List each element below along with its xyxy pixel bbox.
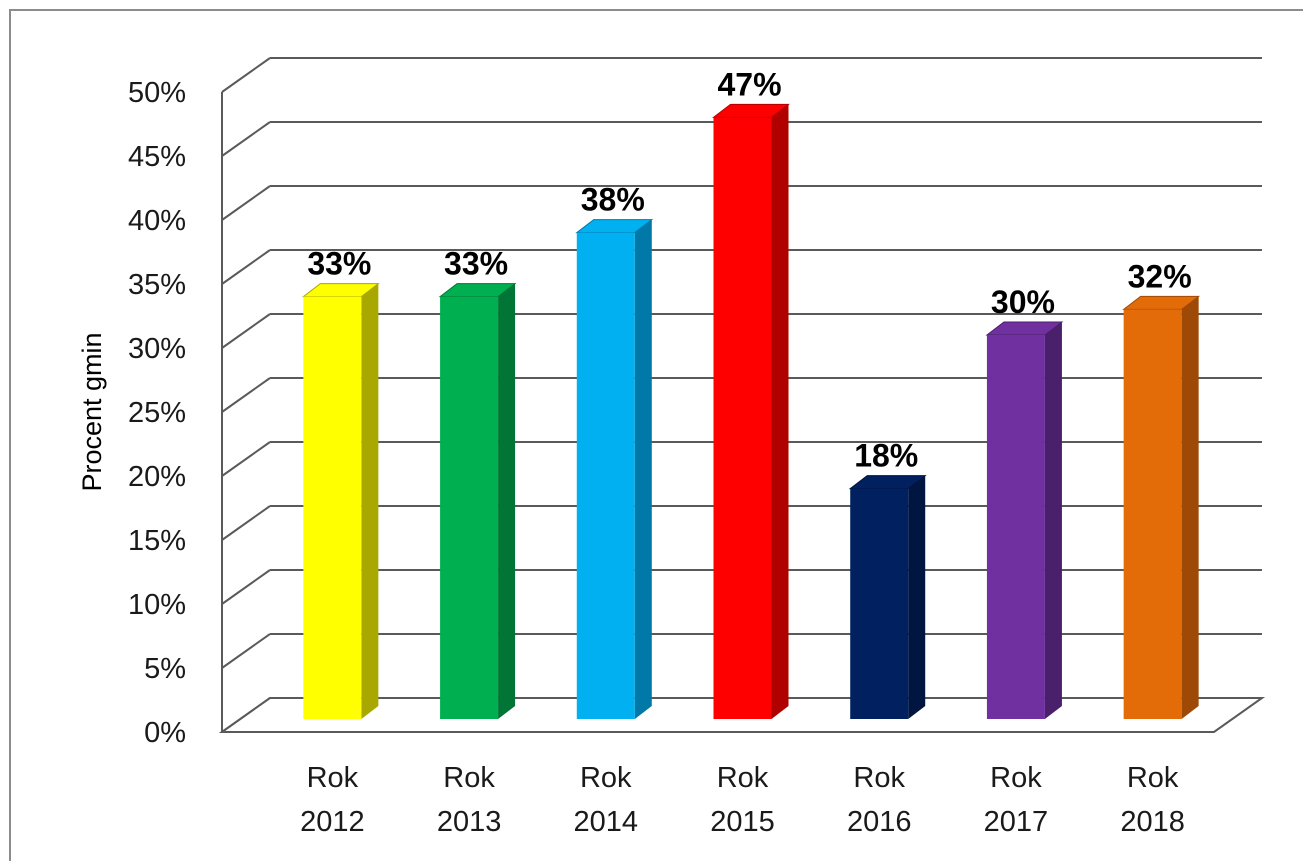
category-label-line1: Rok xyxy=(853,762,905,794)
data-label: 47% xyxy=(717,66,781,102)
category-label-line1: Rok xyxy=(307,762,359,794)
y-tick-labels: 0% 5% 10% 15% 20% 25% 30% 35% 40% 45% 50% xyxy=(128,77,186,749)
category-label-line2: 2013 xyxy=(437,806,502,838)
bar-side xyxy=(1181,296,1199,719)
data-label: 38% xyxy=(581,182,645,218)
y-tick-label: 50% xyxy=(128,77,186,109)
y-tick-label: 15% xyxy=(128,525,186,557)
data-label: 33% xyxy=(444,246,508,282)
side-gridline xyxy=(221,121,271,157)
data-label: 32% xyxy=(1128,258,1192,294)
bar xyxy=(301,283,380,719)
bar xyxy=(1122,295,1201,719)
category-label-line1: Rok xyxy=(443,762,495,794)
bar-front xyxy=(1123,309,1182,719)
y-tick-label: 40% xyxy=(128,205,186,237)
y-tick-label: 10% xyxy=(128,589,186,621)
y-tick-label: 0% xyxy=(144,717,186,749)
bar-side xyxy=(498,283,516,719)
y-tick-label: 5% xyxy=(144,653,186,685)
bar xyxy=(848,475,927,719)
side-gridline xyxy=(221,505,271,541)
side-gridline xyxy=(221,633,271,669)
side-gridline xyxy=(221,57,271,93)
bar-side xyxy=(361,283,379,719)
bar-side xyxy=(1044,322,1062,719)
bar-front xyxy=(440,296,499,719)
bars xyxy=(301,103,1201,719)
side-gridline xyxy=(221,441,271,477)
category-label-line2: 2015 xyxy=(710,806,775,838)
category-label-line2: 2014 xyxy=(574,806,639,838)
side-gridline xyxy=(221,377,271,413)
category-label-line1: Rok xyxy=(990,762,1042,794)
category-label-line2: 2018 xyxy=(1120,806,1185,838)
bar-front xyxy=(986,335,1045,719)
bar-front xyxy=(576,232,635,719)
y-axis-title: Procent gmin xyxy=(77,332,107,491)
category-label-line2: 2012 xyxy=(300,806,365,838)
category-label-line2: 2016 xyxy=(847,806,912,838)
category-label-line1: Rok xyxy=(580,762,632,794)
side-gridline xyxy=(221,185,271,221)
data-label: 30% xyxy=(991,284,1055,320)
category-label-line2: 2017 xyxy=(984,806,1049,838)
bar-front xyxy=(303,296,362,719)
side-gridline xyxy=(221,569,271,605)
bar xyxy=(712,103,790,719)
y-tick-label: 45% xyxy=(128,141,186,173)
x-category-labels: Rok 2012 Rok 2013 Rok 2014 Rok 2015 Rok 2016 Rok 20… xyxy=(300,762,1185,838)
category-label-line1: Rok xyxy=(717,762,769,794)
bar-side xyxy=(908,475,926,719)
category-label-line1: Rok xyxy=(1127,762,1179,794)
bar-front xyxy=(713,117,772,719)
side-gridline xyxy=(221,249,271,285)
bar-side xyxy=(634,219,652,719)
bar xyxy=(985,321,1064,719)
bar xyxy=(438,283,517,719)
data-labels: 33% 33% 38% 47% 18% 30% 32% xyxy=(307,66,1191,473)
bar-side xyxy=(771,104,789,719)
bar-front xyxy=(850,488,909,719)
y-tick-label: 35% xyxy=(128,269,186,301)
y-tick-label: 25% xyxy=(128,397,186,429)
bar xyxy=(575,219,654,719)
data-label: 33% xyxy=(307,246,371,282)
y-tick-label: 20% xyxy=(128,461,186,493)
data-label: 18% xyxy=(854,438,918,474)
y-tick-label: 30% xyxy=(128,333,186,365)
side-gridline xyxy=(221,313,271,349)
